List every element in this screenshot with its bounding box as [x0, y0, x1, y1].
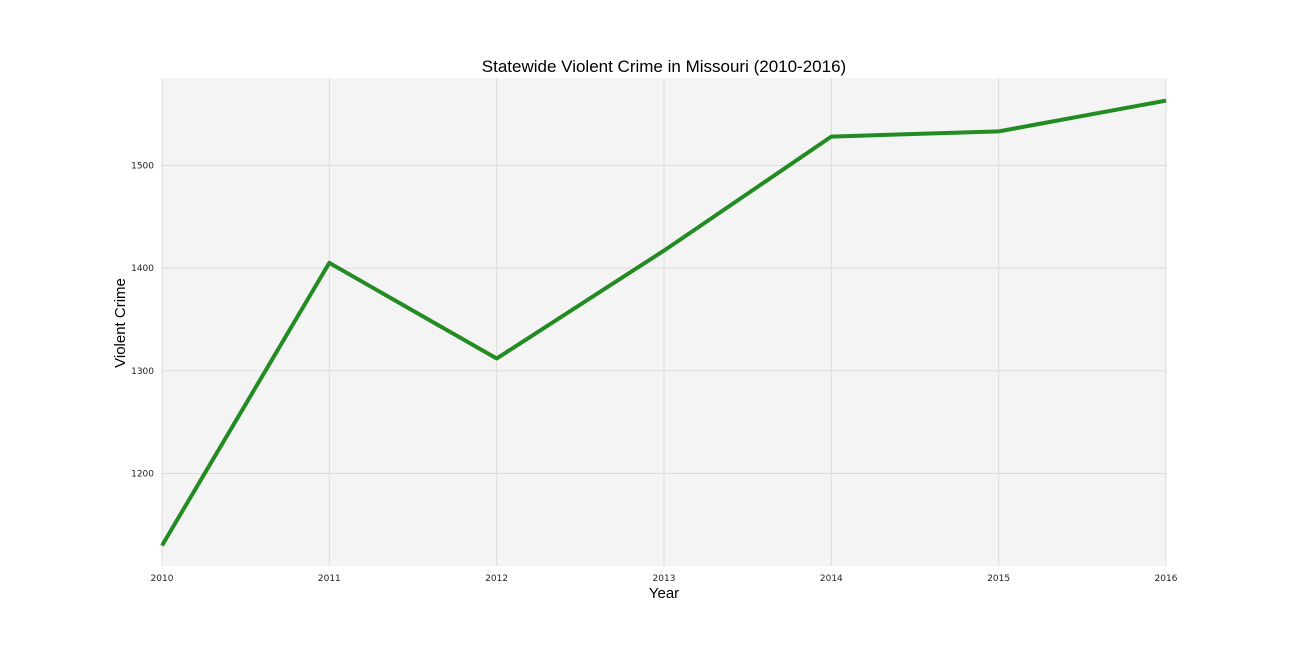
- gridlines: [161, 78, 1167, 566]
- x-tick-label: 2010: [151, 574, 174, 584]
- x-tick-label: 2012: [485, 574, 508, 584]
- y-axis-label: Violent Crime: [112, 278, 129, 368]
- y-tick-label: 1400: [131, 264, 154, 274]
- series-line-violent-crime: [160, 98, 1167, 547]
- y-tick-label: 1500: [131, 161, 154, 171]
- x-tick-labels: 2010 2011 2012 2013 2014 2015 2016: [151, 574, 1178, 584]
- x-tick-label: 2011: [318, 574, 341, 584]
- chart-title: Statewide Violent Crime in Missouri (201…: [482, 57, 846, 76]
- x-tick-label: 2013: [653, 574, 676, 584]
- y-tick-label: 1200: [131, 470, 154, 480]
- y-tick-labels: 1200 1300 1400 1500: [131, 161, 154, 479]
- x-tick-label: 2016: [1155, 574, 1178, 584]
- y-tick-label: 1300: [131, 367, 154, 377]
- x-tick-label: 2015: [987, 574, 1010, 584]
- x-axis-label: Year: [649, 585, 679, 602]
- x-tick-label: 2014: [820, 574, 843, 584]
